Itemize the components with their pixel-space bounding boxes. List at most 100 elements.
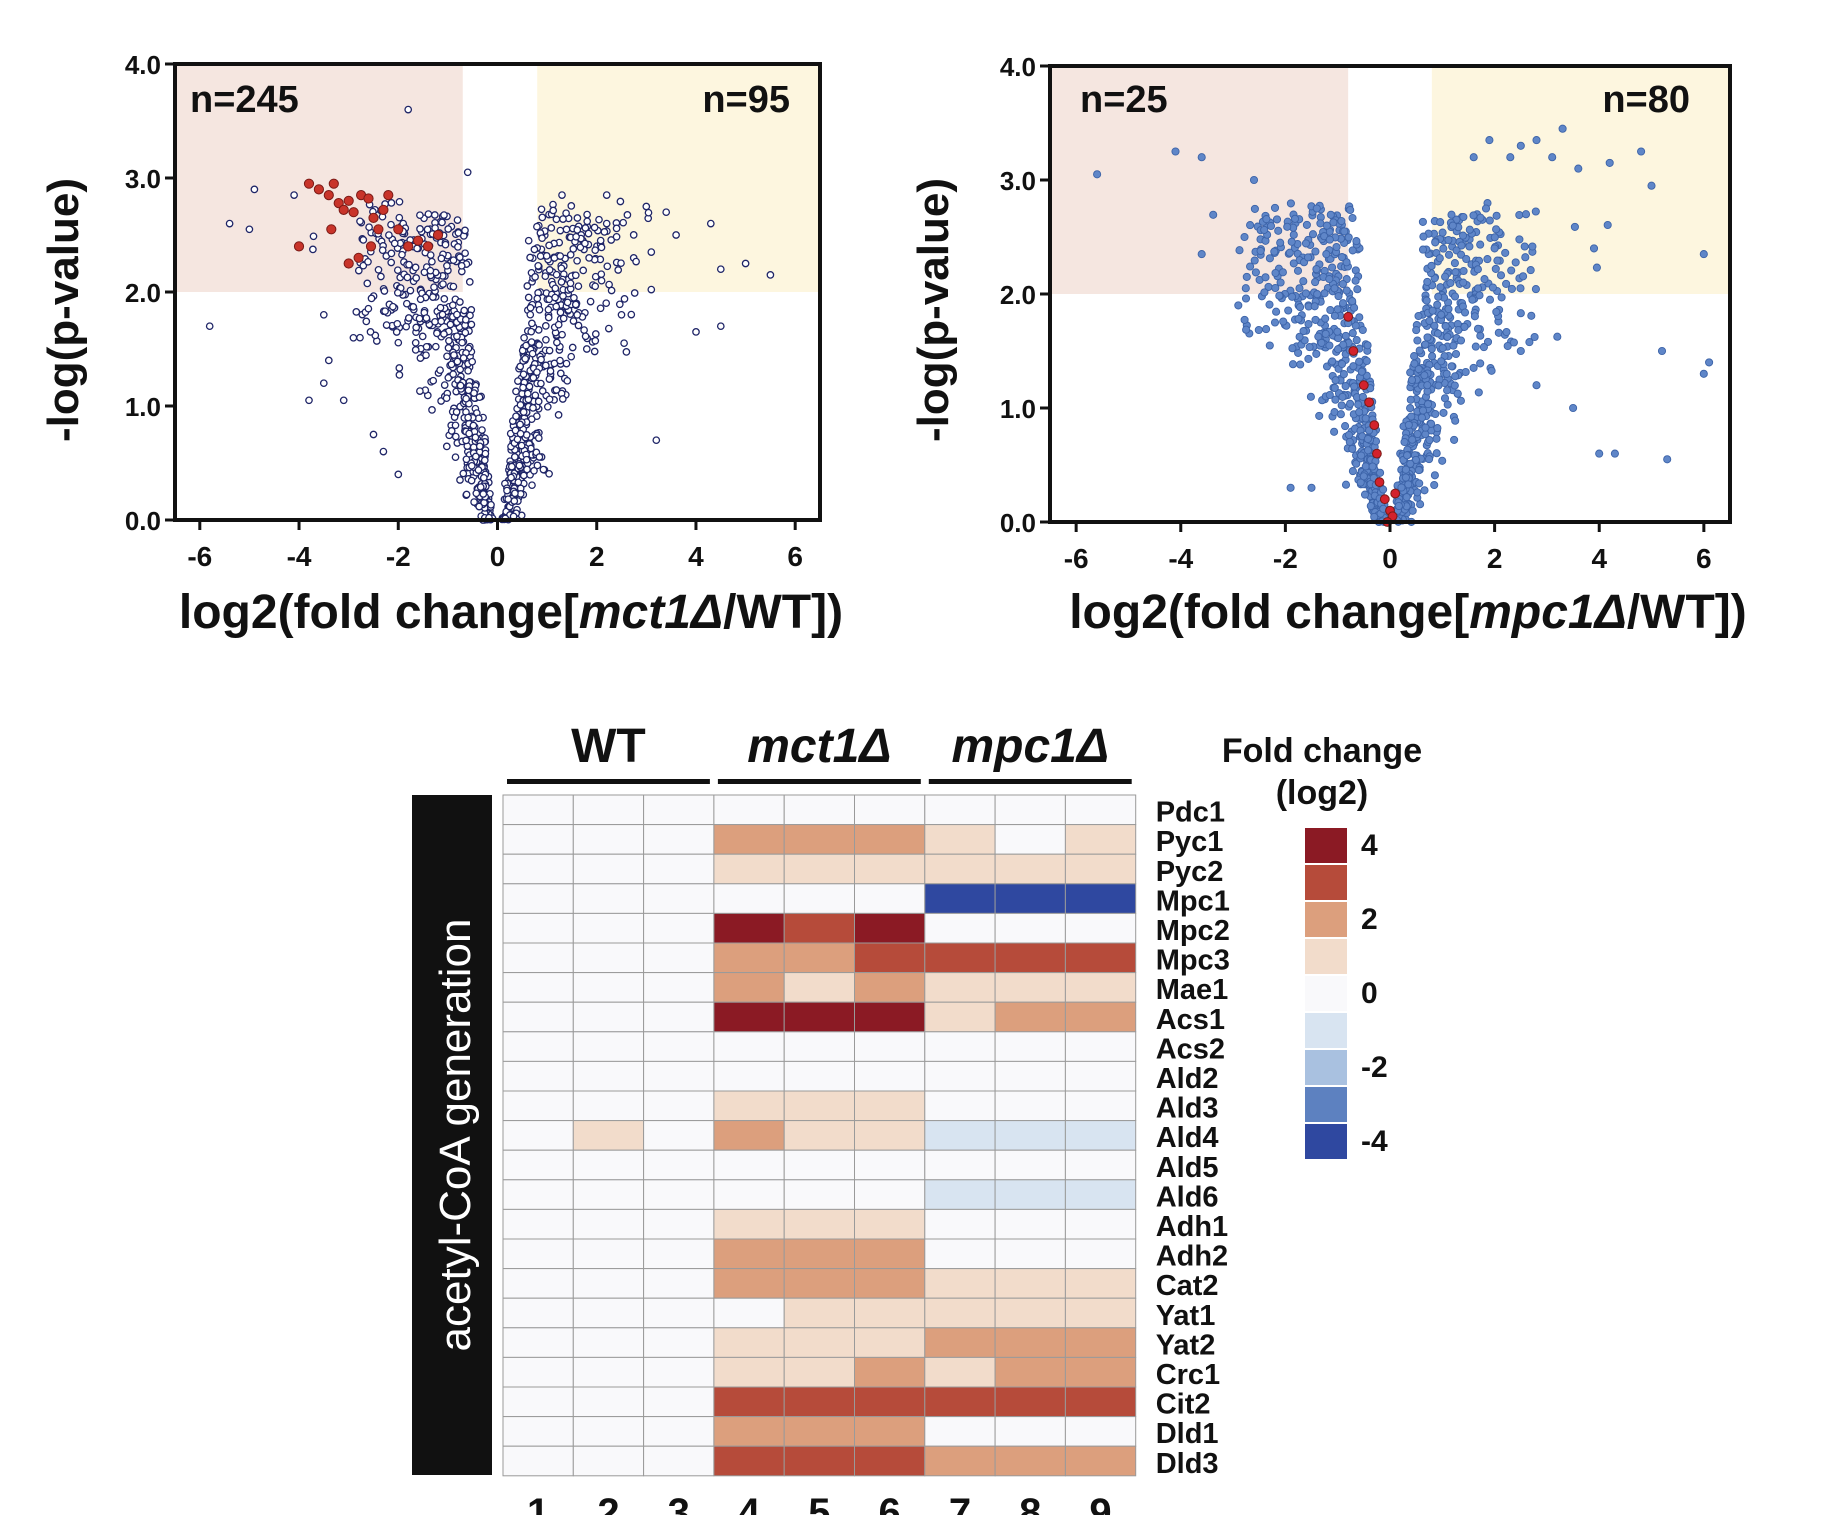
- heatmap-cell: [1064, 853, 1137, 885]
- heatmap-cell: [924, 1416, 996, 1447]
- row-label: Ald6: [1156, 1181, 1219, 1213]
- protein-point: [1286, 199, 1295, 208]
- protein-point: [1516, 346, 1525, 356]
- protein-point: [622, 348, 631, 356]
- x-tick-label: -4: [287, 541, 312, 572]
- protein-point: [387, 199, 396, 207]
- protein-point: [1093, 170, 1102, 179]
- protein-point: [1595, 449, 1604, 458]
- row-label: Cat2: [1156, 1270, 1219, 1302]
- highlighted-protein-point: [303, 178, 315, 189]
- protein-point: [1473, 265, 1482, 274]
- protein-point: [1476, 213, 1485, 222]
- protein-point: [1355, 408, 1364, 417]
- protein-point: [562, 359, 571, 368]
- protein-point: [395, 213, 404, 222]
- heatmap-cell: [1064, 1238, 1137, 1270]
- protein-point: [426, 251, 435, 259]
- protein-point: [528, 319, 536, 328]
- protein-point: [444, 373, 453, 382]
- protein-point: [1459, 266, 1468, 276]
- heatmap-cell: [713, 1001, 785, 1033]
- protein-point: [460, 306, 469, 315]
- group-label: mpc1Δ: [951, 720, 1109, 773]
- heatmap-cell: [502, 1356, 574, 1388]
- protein-point: [590, 223, 599, 232]
- highlighted-protein-point: [378, 204, 389, 215]
- protein-point: [1483, 255, 1492, 264]
- protein-point: [1350, 303, 1359, 312]
- highlighted-protein-point: [1372, 448, 1382, 459]
- heatmap-cell: [713, 824, 785, 855]
- protein-point: [245, 225, 254, 234]
- count-up-label: n=95: [702, 79, 790, 121]
- heatmap-cell: [572, 1416, 645, 1447]
- protein-point: [453, 357, 462, 366]
- protein-point: [1260, 225, 1269, 234]
- heatmap-cell: [994, 1031, 1066, 1062]
- protein-point: [1329, 218, 1338, 227]
- protein-point: [1465, 242, 1474, 251]
- heatmap-cell: [994, 1149, 1066, 1181]
- protein-point: [1240, 315, 1249, 324]
- highlighted-protein-point: [1390, 488, 1401, 499]
- protein-point: [462, 455, 471, 464]
- protein-point: [1272, 307, 1281, 316]
- protein-point: [394, 470, 403, 479]
- row-label: Ald4: [1156, 1122, 1219, 1154]
- legend-title: Fold change: [1222, 732, 1422, 770]
- heatmap-cell: [572, 1090, 645, 1122]
- volcano-plot-mct1: 0.0 1.0 2.0 3.0 4.0 -6 -4 -2 0 2 4 6 n=245 n=95 -l…: [39, 50, 843, 639]
- protein-point: [459, 469, 468, 478]
- protein-point: [1299, 277, 1308, 286]
- protein-point: [365, 223, 373, 232]
- heatmap-cell: [643, 1060, 715, 1092]
- protein-point: [468, 357, 477, 366]
- protein-point: [1431, 409, 1440, 419]
- column-label: 9: [1089, 1491, 1111, 1515]
- legend-swatch: [1305, 865, 1347, 900]
- protein-point: [1342, 258, 1351, 267]
- protein-point: [1358, 325, 1367, 335]
- protein-point: [538, 213, 547, 222]
- heatmap-cell: [924, 1149, 996, 1181]
- heatmap-cell: [502, 1445, 574, 1477]
- protein-point: [1345, 437, 1354, 446]
- protein-point: [515, 461, 524, 470]
- protein-point: [1339, 370, 1348, 379]
- protein-point: [604, 324, 613, 333]
- protein-point: [1363, 341, 1372, 350]
- heatmap-cell: [643, 1356, 715, 1388]
- protein-point: [1425, 435, 1434, 445]
- legend-swatch: [1305, 1013, 1347, 1048]
- protein-point: [1408, 506, 1417, 515]
- heatmap-cell: [854, 1149, 926, 1181]
- legend-swatch: [1305, 1124, 1347, 1159]
- protein-point: [319, 379, 328, 388]
- protein-point: [1492, 225, 1501, 234]
- protein-point: [1270, 247, 1279, 256]
- heatmap-cell: [783, 853, 856, 885]
- heatmap-cell: [854, 942, 926, 974]
- protein-point: [1447, 362, 1456, 371]
- protein-point: [444, 225, 453, 233]
- protein-point: [1446, 278, 1455, 288]
- protein-point: [431, 342, 440, 351]
- heatmap-cell: [854, 1031, 926, 1062]
- protein-point: [519, 408, 528, 416]
- protein-point: [1475, 291, 1484, 300]
- protein-point: [1436, 283, 1445, 292]
- protein-point: [519, 370, 528, 379]
- heatmap-cell: [924, 1297, 996, 1329]
- protein-point: [415, 314, 424, 323]
- protein-point: [1444, 235, 1453, 245]
- protein-point: [443, 352, 451, 361]
- protein-point: [1569, 403, 1578, 413]
- heatmap-cell: [502, 1268, 574, 1299]
- heatmap-cell: [783, 883, 856, 914]
- heatmap-cell: [1064, 1356, 1137, 1388]
- row-label: Yat1: [1156, 1300, 1216, 1332]
- protein-point: [1284, 306, 1293, 315]
- protein-point: [716, 265, 725, 274]
- heatmap-cell: [502, 1416, 574, 1447]
